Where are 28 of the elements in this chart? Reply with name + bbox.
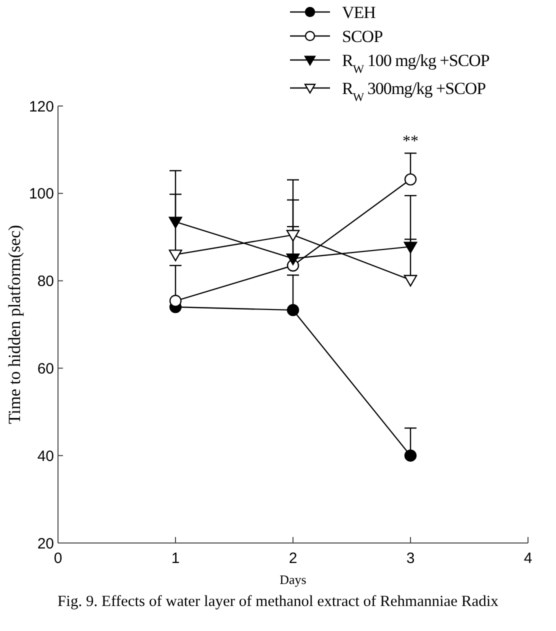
x-axis-title: Days xyxy=(280,572,306,587)
point xyxy=(286,304,300,316)
y-tick-label: 40 xyxy=(37,448,54,465)
point xyxy=(404,173,417,186)
point xyxy=(286,230,300,242)
y-tick-label: 20 xyxy=(37,535,54,552)
x-tick-label: 0 xyxy=(54,550,62,567)
point xyxy=(286,254,300,266)
legend-label: VEH xyxy=(342,2,376,22)
y-tick-label: 120 xyxy=(28,98,54,116)
y-tick-label: 100 xyxy=(28,186,54,203)
x-tick-label: 3 xyxy=(406,550,415,567)
y-axis-title: Time to hidden platform(sec) xyxy=(5,224,24,424)
text: Fig. 9. Effects of water layer of methanol extract of Rehmanniae Radix xyxy=(58,593,499,610)
y-tick-label: 80 xyxy=(37,273,54,290)
legend-label: R$_{W}$ 100 mg/kg +SCOP xyxy=(342,50,490,76)
x-tick-label: 1 xyxy=(171,550,180,567)
annotation: ** xyxy=(402,133,418,150)
point xyxy=(404,242,418,254)
y-tick-label: 60 xyxy=(37,360,54,378)
x-tick-label: 2 xyxy=(288,550,298,567)
legend-label: SCOP xyxy=(342,26,383,46)
point xyxy=(404,274,418,287)
legend-label: R$_{W}$ 300mg/kg +SCOP xyxy=(342,78,486,104)
x-tick-label: 4 xyxy=(524,550,532,567)
point xyxy=(168,250,182,262)
point xyxy=(404,450,417,462)
point xyxy=(169,294,182,307)
